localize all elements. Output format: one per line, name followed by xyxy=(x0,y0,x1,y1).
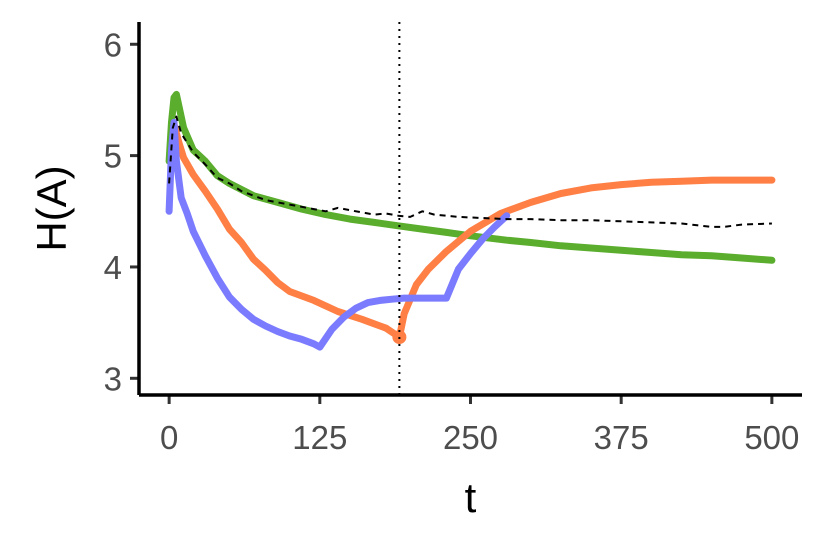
x-tick-label: 125 xyxy=(292,419,347,456)
series-line-1 xyxy=(165,90,776,264)
y-tick-label: 5 xyxy=(104,138,122,175)
ticks-layer: 0 125 250 375 500 3 4 5 6 xyxy=(104,26,800,456)
series-layer xyxy=(165,90,776,351)
y-tick-label: 3 xyxy=(104,360,122,397)
y-tick-label: 4 xyxy=(104,249,122,286)
x-tick-label: 250 xyxy=(443,419,498,456)
y-axis-title: H(A) xyxy=(28,165,75,251)
x-axis-title: t xyxy=(465,474,477,521)
series-line-2 xyxy=(170,120,776,341)
series-line-3 xyxy=(165,118,511,351)
x-tick-label: 0 xyxy=(160,419,178,456)
x-tick-label: 375 xyxy=(594,419,649,456)
x-tick-label: 500 xyxy=(744,419,799,456)
y-tick-label: 6 xyxy=(104,26,122,63)
series-line-4 xyxy=(168,115,772,228)
